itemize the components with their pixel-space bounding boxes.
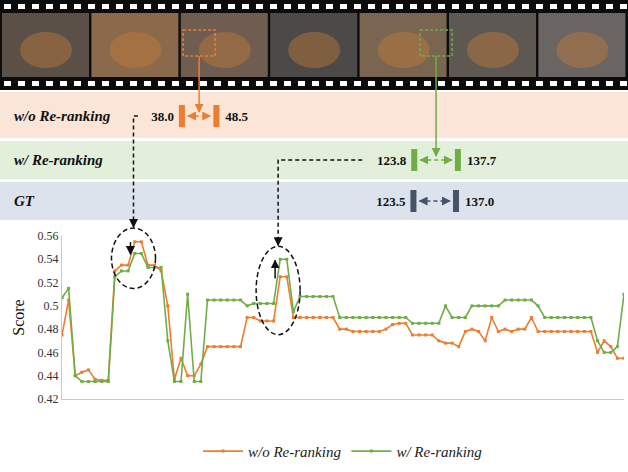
svg-text:Score: Score [10,299,27,335]
svg-text:137.7: 137.7 [467,153,497,168]
svg-text:w/ Re-ranking: w/ Re-ranking [396,444,482,460]
svg-text:123.8: 123.8 [377,153,407,168]
svg-text:w/ Re-ranking: w/ Re-ranking [14,152,103,168]
svg-text:0.5: 0.5 [44,299,59,313]
svg-text:w/o Re-ranking: w/o Re-ranking [248,444,341,460]
svg-text:48.5: 48.5 [225,109,248,124]
svg-text:GT: GT [14,193,35,209]
svg-text:w/o Re-ranking: w/o Re-ranking [14,108,111,124]
svg-text:0.42: 0.42 [38,392,59,406]
svg-text:0.54: 0.54 [38,252,59,266]
svg-text:123.5: 123.5 [376,194,406,209]
svg-text:137.0: 137.0 [465,194,494,209]
svg-text:0.48: 0.48 [38,322,59,336]
svg-text:0.44: 0.44 [38,369,59,383]
svg-text:38.0: 38.0 [151,109,174,124]
svg-text:0.52: 0.52 [38,276,59,290]
svg-text:0.46: 0.46 [38,346,59,360]
svg-text:0.56: 0.56 [38,229,59,243]
